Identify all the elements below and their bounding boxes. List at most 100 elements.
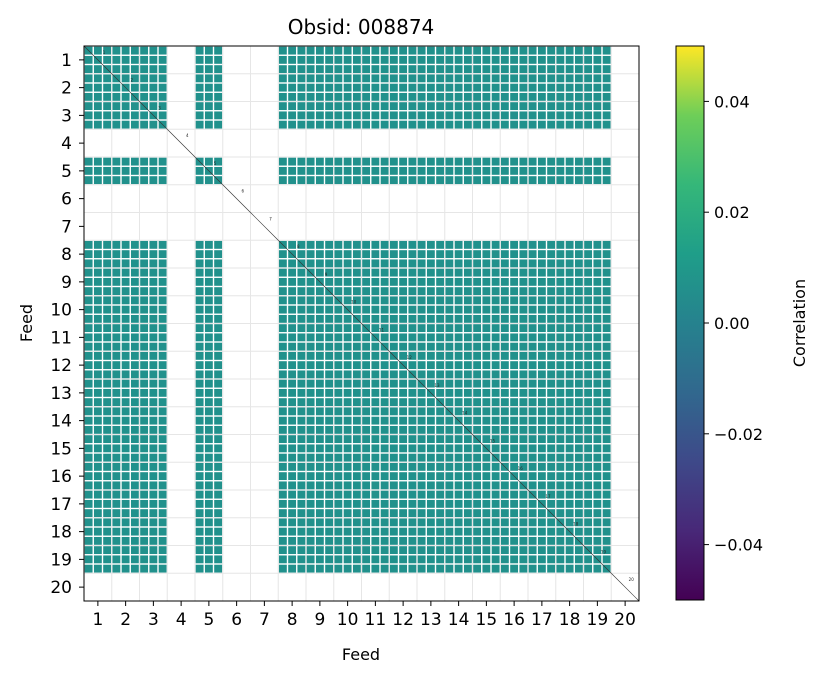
heatmap-subcell: [491, 407, 500, 416]
heatmap-subcell: [426, 527, 435, 536]
heatmap-subcell: [297, 305, 306, 314]
heatmap-subcell: [547, 536, 556, 545]
heatmap-subcell: [519, 555, 528, 564]
heatmap-subcell: [343, 527, 352, 536]
heatmap-subcell: [500, 555, 509, 564]
heatmap-subcell: [158, 296, 167, 305]
heatmap-subcell: [584, 74, 593, 83]
heatmap-subcell: [343, 92, 352, 101]
heatmap-subcell: [519, 102, 528, 111]
heatmap-subcell: [343, 407, 352, 416]
heatmap-subcell: [214, 361, 223, 370]
heatmap-subcell: [602, 287, 611, 296]
heatmap-subcell: [334, 111, 343, 120]
heatmap-subcell: [399, 83, 408, 92]
heatmap-subcell: [463, 444, 472, 453]
heatmap-subcell: [473, 536, 482, 545]
heatmap-subcell: [593, 259, 602, 268]
heatmap-subcell: [389, 277, 398, 286]
heatmap-subcell: [343, 314, 352, 323]
heatmap-subcell: [491, 499, 500, 508]
heatmap-subcell: [473, 314, 482, 323]
heatmap-subcell: [362, 546, 371, 555]
heatmap-subcell: [325, 55, 334, 64]
heatmap-cell: [195, 102, 223, 129]
heatmap-subcell: [519, 351, 528, 360]
heatmap-subcell: [297, 250, 306, 259]
heatmap-cell: [556, 74, 583, 101]
heatmap-subcell: [602, 268, 611, 277]
heatmap-cell: [195, 546, 223, 573]
heatmap-subcell: [482, 120, 491, 129]
heatmap-subcell: [362, 425, 371, 434]
heatmap-subcell: [399, 499, 408, 508]
heatmap-cell: [473, 102, 500, 129]
heatmap-subcell: [214, 472, 223, 481]
heatmap-subcell: [278, 351, 287, 360]
heatmap-subcell: [121, 435, 130, 444]
heatmap-subcell: [315, 166, 324, 175]
heatmap-subcell: [399, 55, 408, 64]
heatmap-subcell: [473, 333, 482, 342]
heatmap-subcell: [500, 250, 509, 259]
heatmap-cell: [334, 435, 361, 462]
heatmap-subcell: [547, 555, 556, 564]
heatmap-subcell: [537, 564, 546, 573]
heatmap-subcell: [112, 490, 121, 499]
heatmap-subcell: [93, 425, 102, 434]
heatmap-cell: [84, 462, 112, 490]
diagonal-line: [139, 101, 168, 130]
heatmap-subcell: [528, 296, 537, 305]
heatmap-subcell: [214, 453, 223, 462]
heatmap-subcell: [288, 74, 297, 83]
heatmap-subcell: [519, 305, 528, 314]
heatmap-subcell: [547, 287, 556, 296]
heatmap-subcell: [195, 277, 204, 286]
heatmap-subcell: [140, 536, 149, 545]
heatmap-subcell: [436, 351, 445, 360]
heatmap-subcell: [602, 176, 611, 185]
heatmap-subcell: [482, 240, 491, 249]
heatmap-subcell: [463, 157, 472, 166]
heatmap-cell: [112, 268, 139, 296]
heatmap-subcell: [389, 379, 398, 388]
heatmap-cell: [584, 102, 611, 129]
heatmap-subcell: [473, 259, 482, 268]
heatmap-subcell: [297, 55, 306, 64]
heatmap-subcell: [473, 287, 482, 296]
heatmap-subcell: [352, 416, 361, 425]
heatmap-subcell: [204, 481, 213, 490]
heatmap-subcell: [158, 92, 167, 101]
heatmap-subcell: [519, 462, 528, 471]
heatmap-subcell: [93, 527, 102, 536]
heatmap-subcell: [454, 74, 463, 83]
heatmap-subcell: [565, 564, 574, 573]
heatmap-subcell: [436, 55, 445, 64]
heatmap-subcell: [297, 379, 306, 388]
heatmap-subcell: [288, 555, 297, 564]
heatmap-subcell: [149, 277, 158, 286]
heatmap-subcell: [565, 102, 574, 111]
heatmap-subcell: [528, 314, 537, 323]
heatmap-subcell: [103, 407, 112, 416]
heatmap-subcell: [288, 111, 297, 120]
heatmap-subcell: [204, 416, 213, 425]
heatmap-subcell: [547, 546, 556, 555]
heatmap-subcell: [519, 370, 528, 379]
heatmap-subcell: [130, 407, 139, 416]
heatmap-subcell: [510, 564, 519, 573]
heatmap-subcell: [436, 259, 445, 268]
heatmap-cell: [84, 351, 112, 379]
heatmap-subcell: [195, 287, 204, 296]
heatmap-subcell: [500, 435, 509, 444]
heatmap-subcell: [417, 490, 426, 499]
heatmap-subcell: [158, 472, 167, 481]
x-tick-label: 16: [503, 610, 525, 630]
heatmap-subcell: [399, 351, 408, 360]
heatmap-subcell: [130, 398, 139, 407]
heatmap-subcell: [389, 65, 398, 74]
heatmap-subcell: [93, 499, 102, 508]
heatmap-subcell: [195, 268, 204, 277]
heatmap-subcell: [454, 120, 463, 129]
heatmap-subcell: [103, 55, 112, 64]
